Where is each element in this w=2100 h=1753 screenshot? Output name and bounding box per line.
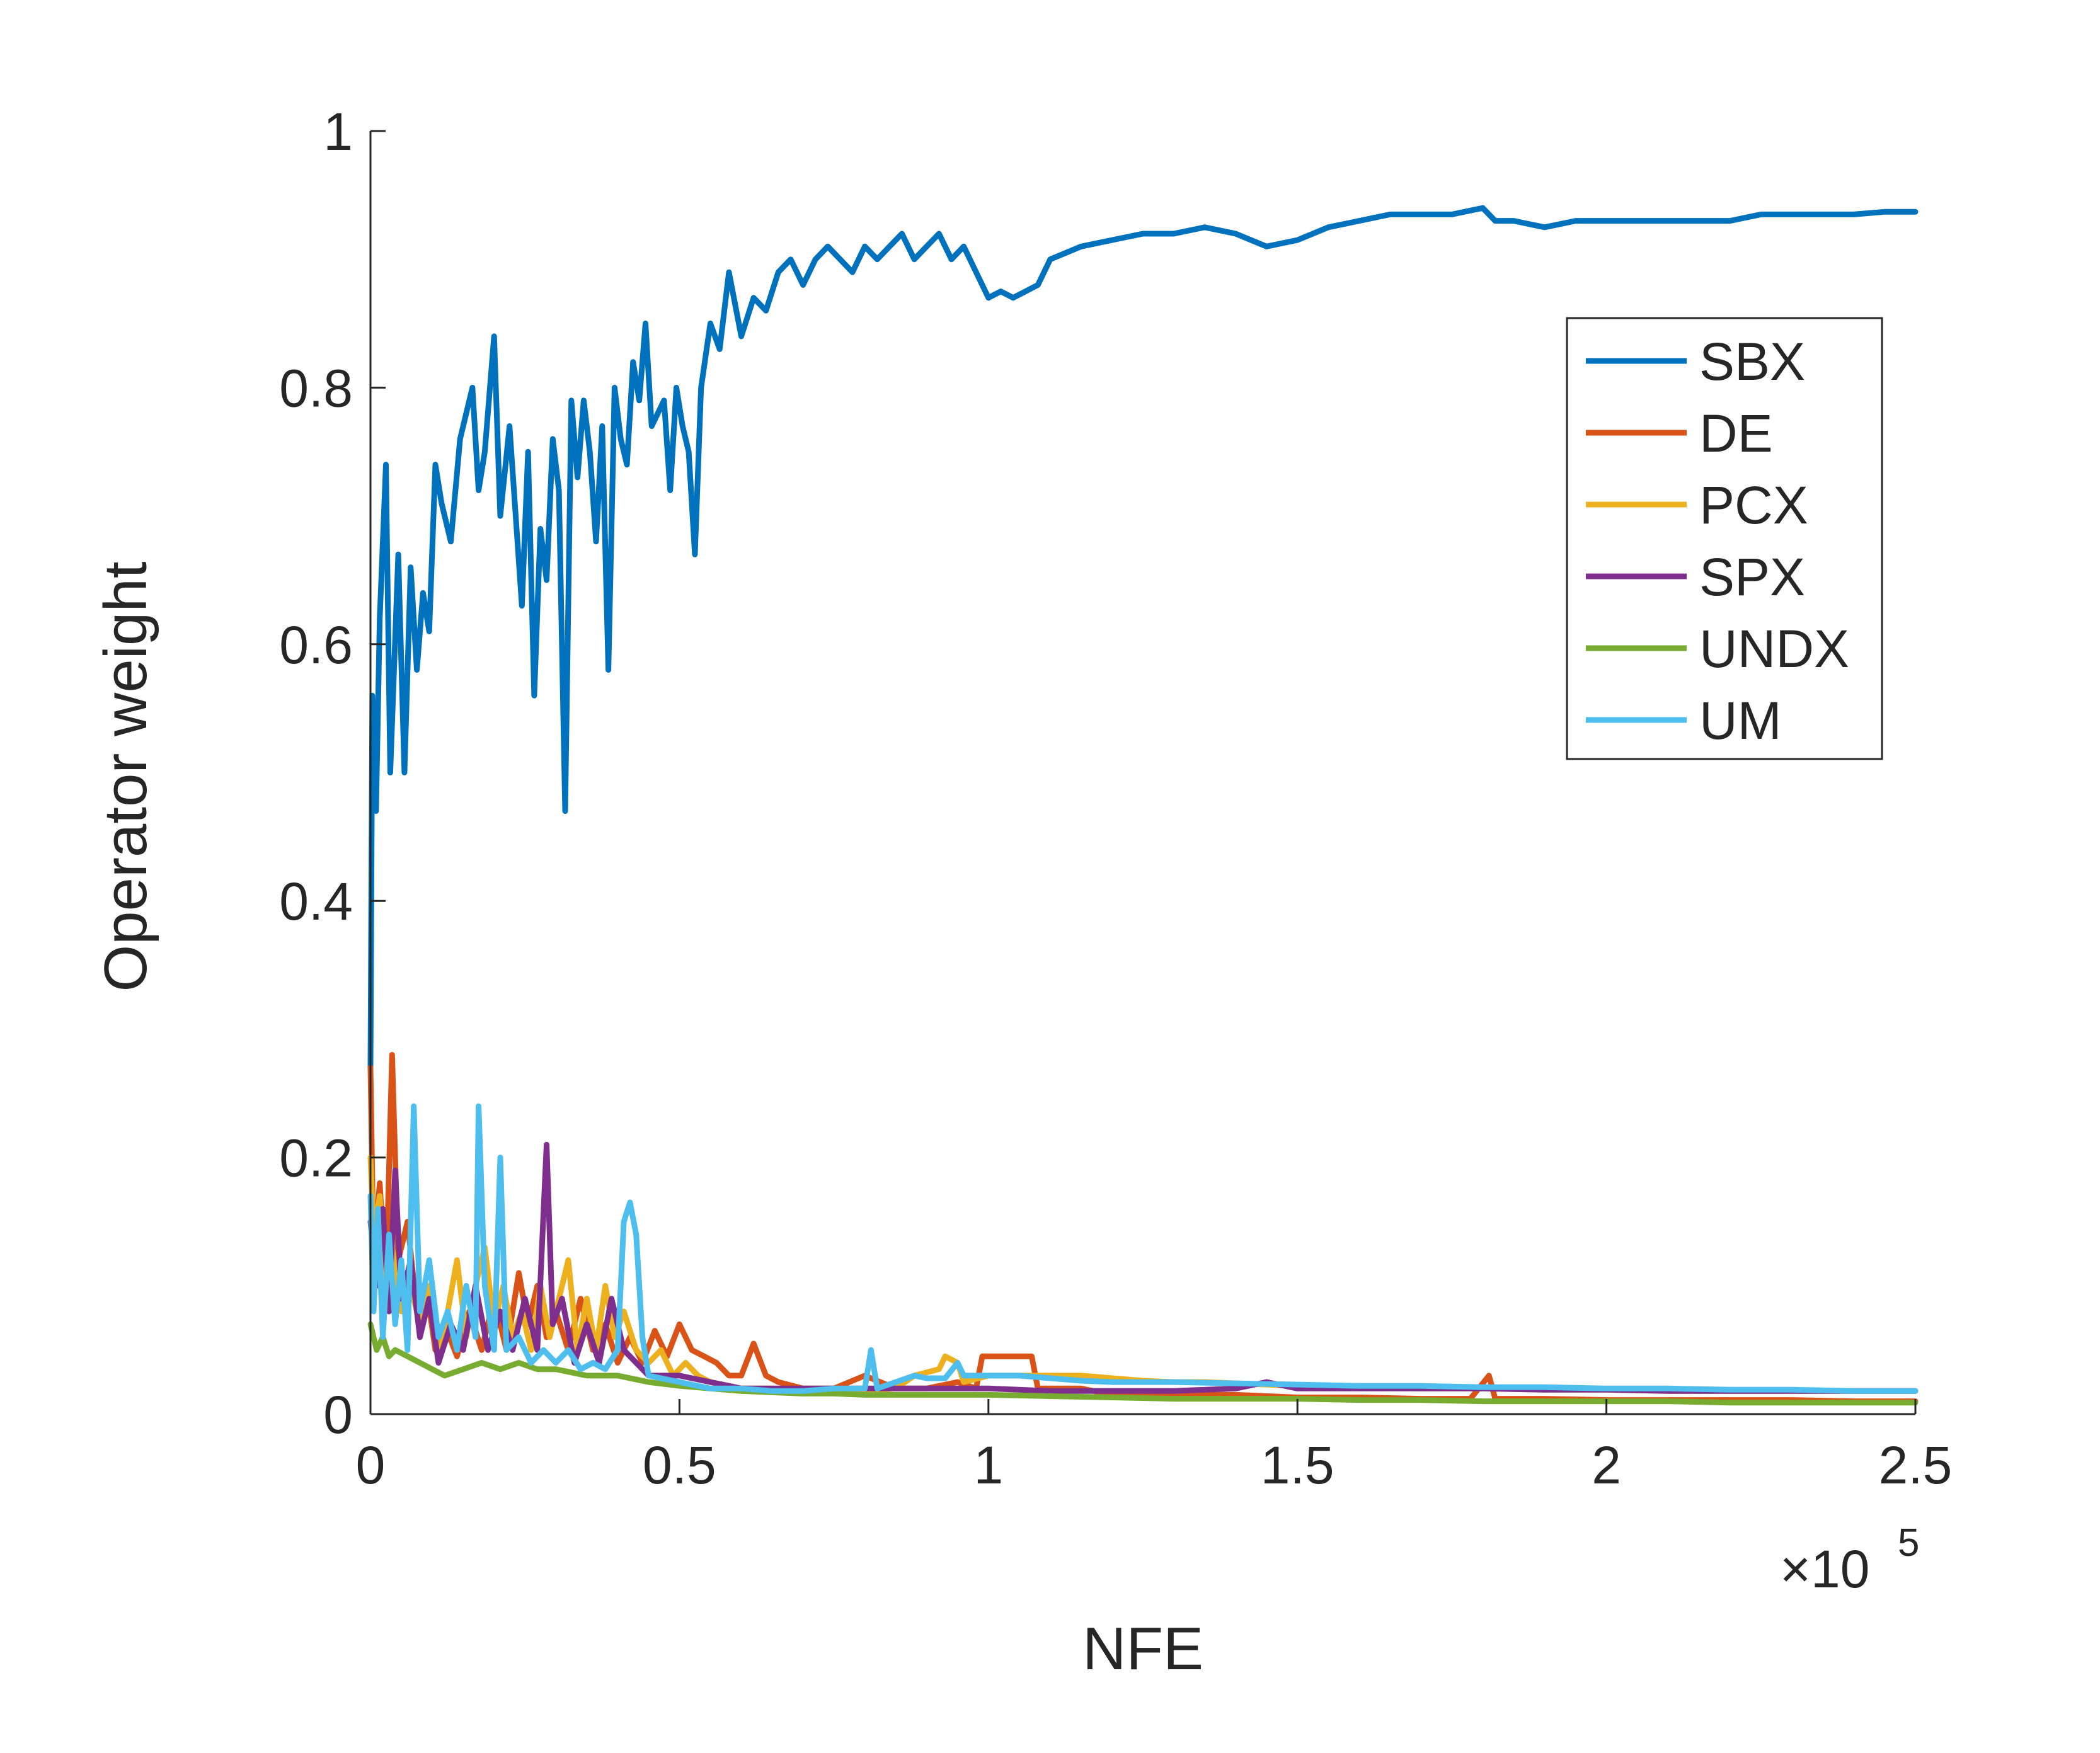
legend-label-pcx: PCX [1699,476,1808,535]
y-tick-label: 0 [323,1385,353,1444]
legend: SBX DE PCX SPX UNDX UM [1566,317,1883,760]
y-axis-label: Operator weight [92,561,159,991]
legend-box [1566,317,1883,760]
series-line-sbx [367,205,1919,1071]
legend-label-um: UM [1699,691,1782,750]
x-axis-label: NFE [1082,1615,1203,1682]
legend-label-de: DE [1699,404,1773,463]
axes-group [369,131,1915,1415]
x-tick-label: 2 [1592,1436,1621,1495]
series-line-um [367,1103,1919,1394]
x-tick-label: 1 [973,1436,1003,1495]
x-exponent-power: 5 [1898,1521,1919,1565]
y-tick-label: 0.8 [279,358,353,418]
x-tick-label: 1.5 [1261,1436,1334,1495]
y-tick-label: 0.2 [279,1129,353,1188]
y-tick-label: 0.6 [279,615,353,675]
series-line-spx [367,1141,1919,1394]
y-tick-label: 1 [323,102,353,161]
x-tick-label: 0.5 [643,1436,716,1495]
legend-label-sbx: SBX [1699,332,1805,391]
x-exponent-label: ×10 [1780,1539,1870,1599]
legend-label-spx: SPX [1699,547,1805,607]
x-tick-label: 0 [356,1436,386,1495]
x-ticks-group: 0 0.5 1 1.5 2 2.5 [356,1399,1953,1495]
series-lines-group [367,205,1919,1406]
legend-label-undx: UNDX [1699,619,1849,678]
x-tick-label: 2.5 [1879,1436,1953,1495]
y-ticks-group: 0 0.2 0.4 0.6 0.8 1 [279,102,386,1444]
y-tick-label: 0.4 [279,872,353,931]
